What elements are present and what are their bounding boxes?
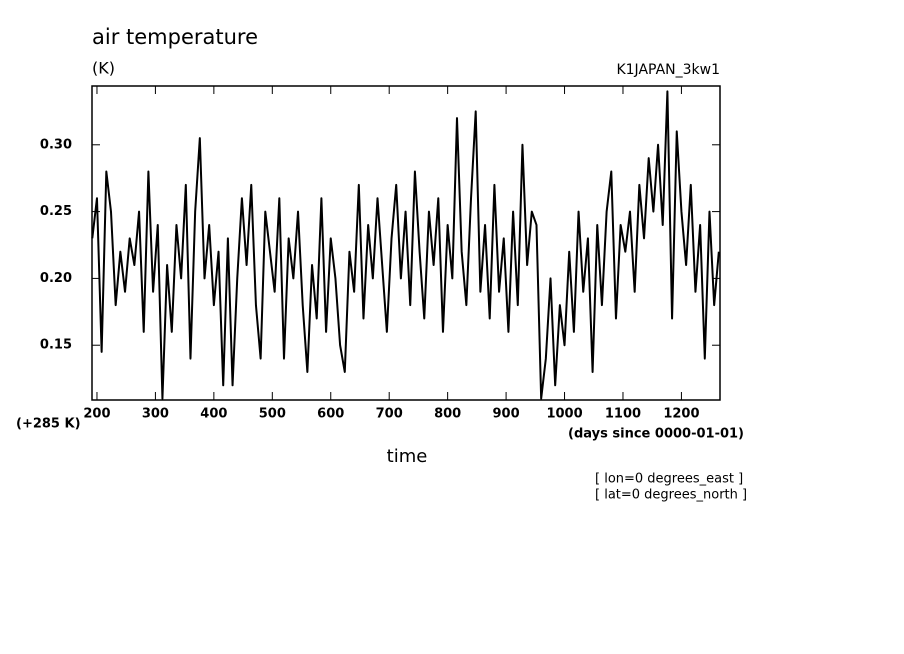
x-axis-title: time (387, 446, 428, 467)
x-tick-label: 200 (83, 407, 110, 422)
data-line (91, 90, 720, 400)
x-tick-label: 500 (259, 407, 286, 422)
y-tick-label: 0.20 (40, 271, 72, 286)
plot-frame (91, 85, 721, 401)
x-tick-label: 800 (434, 407, 461, 422)
subtitle: K1JAPAN_3kw1 (616, 62, 720, 78)
x-tick-label: 1000 (546, 407, 582, 422)
x-tick-label: 1100 (605, 407, 641, 422)
y-offset-label: (+285 K) (16, 417, 81, 432)
y-unit-label: (K) (92, 59, 115, 78)
x-tick-label: 1200 (663, 407, 699, 422)
annotation: [ lon=0 degrees_east ] (595, 472, 743, 487)
x-unit-label: (days since 0000-01-01) (568, 427, 744, 442)
x-tick-label: 300 (142, 407, 169, 422)
y-tick-label: 0.25 (40, 204, 72, 219)
y-tick-label: 0.15 (40, 338, 72, 353)
x-tick-label: 600 (317, 407, 344, 422)
x-tick-label: 400 (200, 407, 227, 422)
y-tick-label: 0.30 (40, 137, 72, 152)
x-tick-label: 900 (493, 407, 520, 422)
annotation: [ lat=0 degrees_north ] (595, 488, 747, 503)
x-tick-label: 700 (376, 407, 403, 422)
chart-title: air temperature (92, 25, 258, 49)
